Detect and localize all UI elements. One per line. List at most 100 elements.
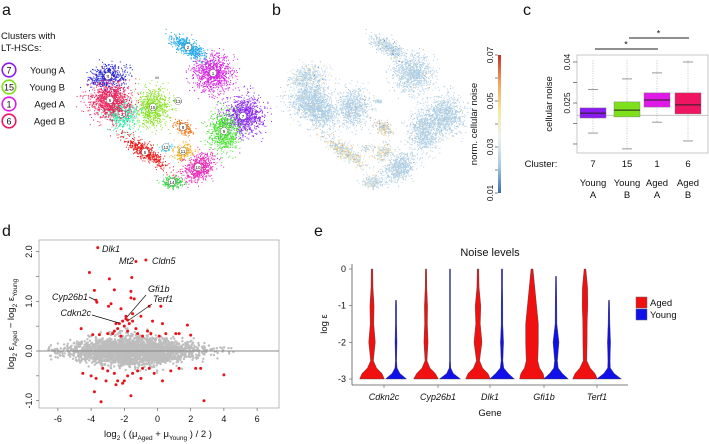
cell-point: [219, 48, 220, 49]
cell-point: [118, 116, 120, 118]
cell-point: [189, 54, 191, 56]
cell-point: [98, 73, 100, 75]
cell-point: [248, 114, 250, 116]
cell-point: [189, 127, 191, 129]
cell-point: [172, 169, 174, 171]
cell-point: [214, 87, 216, 89]
cell-point: [205, 53, 207, 54]
cell-point: [111, 60, 113, 62]
cell-point: [206, 78, 208, 80]
cell-point: [185, 50, 187, 52]
cell-point: [112, 71, 114, 73]
cell-point: [202, 89, 204, 91]
cell-point: [219, 79, 221, 81]
cell-point: [224, 79, 226, 81]
cell-point: [200, 85, 202, 87]
cell-point: [133, 134, 135, 136]
cell-point: [111, 77, 113, 79]
cell-point: [210, 91, 212, 93]
cell-point: [109, 113, 111, 115]
cell-point: [103, 109, 105, 111]
cell-point: [100, 80, 102, 82]
cell-point: [118, 93, 120, 95]
cell-point: [103, 81, 105, 83]
cell-point: [100, 116, 102, 118]
cell-point: [192, 50, 194, 52]
cell-point: [115, 115, 117, 117]
cell-point: [205, 68, 207, 70]
cell-point: [97, 114, 99, 116]
cell-point: [201, 65, 203, 67]
cell-point: [122, 104, 124, 106]
cell-point: [129, 147, 131, 149]
cell-point: [207, 79, 209, 81]
cell-point: [124, 102, 126, 104]
cell-point: [123, 106, 125, 108]
cell-point: [239, 68, 241, 70]
cell-point: [209, 74, 211, 76]
cell-point: [96, 85, 98, 87]
cell-point: [239, 131, 241, 133]
cell-point: [224, 71, 226, 72]
cell-point: [195, 61, 197, 63]
cell-point: [112, 107, 114, 109]
cell-point: [215, 77, 217, 79]
cell-point: [197, 86, 198, 88]
cell-point: [184, 49, 186, 51]
cell-point: [139, 153, 141, 155]
cell-point: [127, 131, 129, 133]
cell-point: [129, 134, 131, 136]
cell-point: [263, 125, 265, 127]
cell-point: [136, 152, 138, 154]
cell-point: [104, 109, 106, 110]
cell-point: [117, 84, 119, 86]
cell-point: [106, 94, 107, 96]
cell-point: [132, 138, 134, 140]
cell-point: [114, 105, 116, 106]
cell-point: [146, 147, 148, 149]
cell-point: [106, 112, 108, 114]
cell-point: [202, 68, 204, 69]
cell-point: [227, 81, 229, 83]
cell-point: [225, 67, 227, 69]
cell-point: [117, 80, 119, 81]
cell-point: [202, 66, 204, 68]
cell-point: [253, 92, 255, 94]
legend-label: Young A: [30, 66, 66, 77]
cell-point: [106, 128, 108, 130]
cell-point: [124, 121, 125, 123]
cell-point: [199, 83, 201, 85]
cell-point: [113, 83, 114, 85]
cell-point: [111, 91, 113, 93]
cell-point: [240, 96, 242, 98]
cell-point: [131, 94, 133, 96]
cell-point: [98, 81, 100, 83]
cell-point: [270, 107, 272, 109]
cell-point: [127, 113, 129, 115]
cell-point: [251, 115, 253, 116]
cell-point: [114, 72, 116, 74]
cell-point: [138, 102, 140, 103]
legend-item: 1 Aged A: [1, 96, 66, 112]
cell-point: [182, 41, 184, 43]
cell-point: [257, 106, 259, 108]
cell-point: [113, 124, 115, 126]
cell-point: [92, 83, 94, 85]
cell-point: [119, 99, 121, 101]
cell-point: [119, 103, 121, 104]
cell-point: [178, 40, 180, 42]
cell-point: [217, 79, 219, 81]
cell-point: [103, 95, 105, 97]
cell-point: [129, 120, 131, 121]
cell-point: [179, 44, 180, 45]
cell-point: [76, 95, 78, 97]
cell-point: [114, 111, 116, 113]
cell-point: [115, 71, 117, 73]
cell-point: [205, 89, 207, 91]
cell-point: [187, 54, 189, 56]
cell-point: [129, 72, 131, 74]
cell-point: [106, 82, 108, 84]
cell-point: [219, 57, 221, 59]
cell-point: [76, 106, 78, 108]
cell-point: [205, 70, 207, 72]
